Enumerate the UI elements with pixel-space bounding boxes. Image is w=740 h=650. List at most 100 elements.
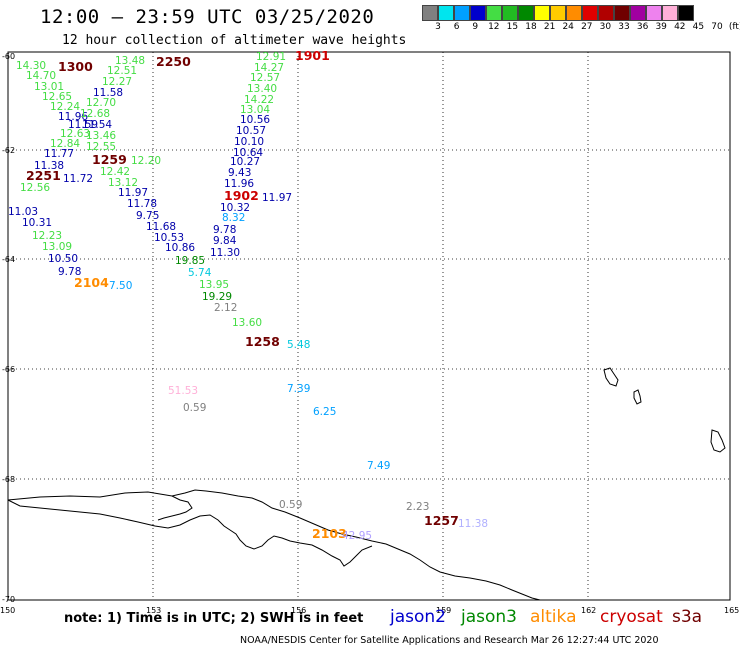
wave-height-label: 12.27	[102, 76, 132, 88]
wave-height-label: 11.38	[458, 518, 488, 530]
island	[633, 389, 642, 405]
legend-swatch	[678, 5, 694, 21]
wave-height-label: 0.59	[279, 499, 302, 511]
legend-label: 12	[488, 22, 500, 32]
legend-swatch	[486, 5, 502, 21]
wave-height-label: 7.39	[287, 383, 310, 395]
time-label: 1259	[92, 152, 127, 167]
wave-height-label: 14.30	[16, 60, 46, 72]
wave-height-label: 5.74	[188, 267, 212, 279]
wave-height-label: 14.27	[254, 62, 284, 74]
satellite-jason2: jason2	[390, 607, 446, 627]
lon-label: 162	[581, 606, 596, 615]
legend-label: 45	[692, 22, 705, 32]
wave-height-label: 12.42	[100, 166, 130, 178]
wave-height-label: 14.70	[26, 70, 56, 82]
legend-swatch	[438, 5, 454, 21]
lat-label: -62	[2, 146, 15, 155]
time-label: 1258	[245, 334, 280, 349]
legend-swatch	[582, 5, 598, 21]
wave-height-label: 14.22	[244, 94, 274, 106]
legend-label: 30	[599, 22, 612, 32]
wave-height-label: 9.78	[213, 224, 236, 236]
map-frame	[7, 51, 731, 601]
time-label: 2251	[26, 168, 61, 183]
lat-label: -60	[2, 52, 15, 61]
legend-swatch	[566, 5, 582, 21]
wave-height-label: 7.50	[109, 280, 132, 292]
lon-label: 165	[724, 606, 739, 615]
time-label: 1901	[295, 48, 330, 63]
wave-height-label: 10.10	[234, 136, 264, 148]
legend-label: 33	[618, 22, 630, 32]
wave-height-label: 10.27	[230, 156, 260, 168]
wave-height-label: 51.53	[168, 385, 198, 397]
wave-height-label: 19.85	[175, 255, 205, 267]
wave-height-label: 9.43	[228, 167, 251, 179]
legend-label: 21	[543, 22, 556, 32]
page-title: 12:00 – 23:59 UTC 03/25/2020	[40, 6, 375, 28]
wave-height-label: 11.54	[82, 119, 112, 131]
lon-label: 156	[291, 606, 306, 615]
time-label: 1257	[424, 513, 459, 528]
lat-label: -66	[2, 365, 15, 374]
coastline	[7, 489, 541, 601]
wave-height-label: 5.48	[287, 339, 310, 351]
legend-swatch	[422, 5, 438, 21]
time-label: 2103	[312, 526, 347, 541]
wave-height-label: 12.56	[20, 182, 50, 194]
legend-label: 3	[435, 22, 441, 32]
legend-label: 6	[453, 22, 460, 32]
wave-height-label: 13.46	[86, 130, 116, 142]
wave-height-labels: 14.30 1300 13.48 2250 12.91 1901 14.70 12.51 14.…	[8, 48, 488, 542]
legend-label: 39	[655, 22, 667, 32]
wave-height-label: 11.78	[127, 198, 157, 210]
page-subtitle: 12 hour collection of altimeter wave hei…	[62, 33, 407, 48]
wave-height-label: 12.24	[50, 101, 80, 113]
wave-height-label: 9.75	[136, 210, 159, 222]
wave-height-label: 13.09	[42, 241, 72, 253]
wave-height-label: 12.91	[256, 51, 286, 63]
wave-height-label: 13.60	[232, 317, 262, 329]
wave-height-label: 8.32	[222, 212, 245, 224]
legend-swatch	[470, 5, 486, 21]
legend-label: 42	[674, 22, 686, 32]
wave-height-label: 7.49	[367, 460, 390, 472]
coastline-inlet	[7, 499, 373, 567]
wave-height-label: 10.86	[165, 242, 195, 254]
wave-height-label: 11.96	[58, 111, 88, 123]
graticule	[8, 52, 730, 600]
island	[603, 367, 619, 387]
coastline-spur	[157, 495, 193, 521]
wave-height-label: 11.77	[44, 148, 74, 160]
legend-label: 9	[472, 22, 479, 32]
wave-height-label: 11.97	[118, 187, 148, 199]
satellite-cryosat: cryosat	[600, 607, 663, 627]
wave-height-label: 9.84	[213, 235, 237, 247]
time-label: 1300	[58, 59, 93, 74]
legend-swatch	[534, 5, 550, 21]
wave-height-label: 13.01	[34, 81, 64, 93]
wave-height-label: 12.65	[42, 91, 72, 103]
wave-height-label: 11.03	[8, 206, 38, 218]
wave-height-label: 12.68	[80, 108, 110, 120]
wave-height-label: 11.38	[34, 160, 64, 172]
wave-height-label: 12.63	[60, 128, 90, 140]
legend-swatch	[630, 5, 646, 21]
wave-height-label: 11.97	[262, 192, 292, 204]
wave-height-label: 11.30	[210, 247, 240, 259]
wave-height-label: 10.50	[48, 253, 78, 265]
wave-height-label: 0.59	[183, 402, 206, 414]
satellite-altika: altika	[530, 607, 577, 627]
wave-height-label: 13.48	[115, 55, 145, 67]
island	[710, 429, 726, 453]
wave-height-label: 10.56	[240, 114, 270, 126]
wave-height-label: 10.57	[236, 125, 266, 137]
wave-height-label: 13.40	[247, 83, 277, 95]
lon-label: 150	[0, 606, 15, 615]
wave-height-label: 42.95	[342, 530, 372, 542]
legend-label: 15	[506, 22, 519, 32]
legend-swatch	[550, 5, 566, 21]
